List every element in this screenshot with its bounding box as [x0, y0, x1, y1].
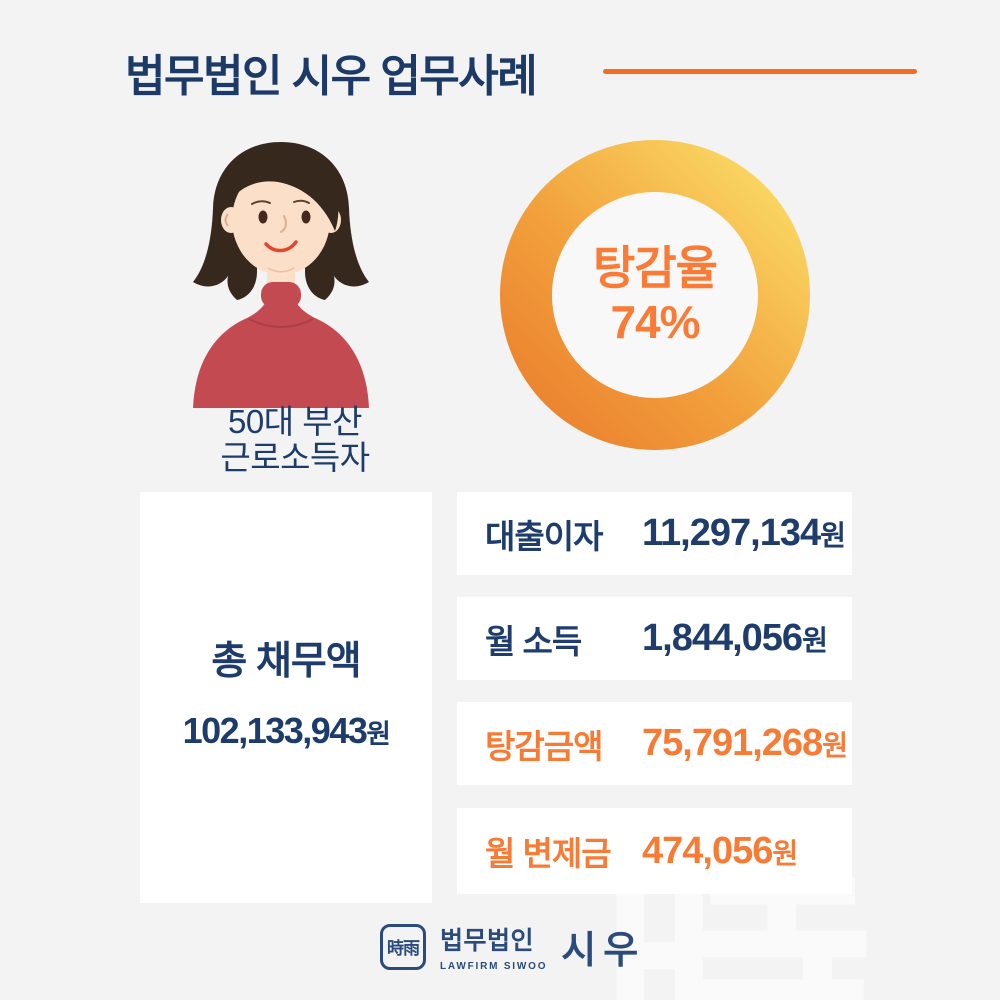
won-suffix: 원	[802, 625, 828, 656]
woman-avatar-illustration	[193, 142, 369, 408]
seal-logo-icon: 時雨	[380, 923, 426, 970]
title-accent-line	[603, 69, 917, 74]
row-amount: 474,056	[642, 829, 773, 872]
row-amount: 75,791,268	[642, 722, 823, 764]
total-debt-amount: 102,133,943	[182, 709, 368, 751]
data-row-monthly-repayment: 월 변제금 474,056원	[457, 808, 852, 894]
row-amount: 1,844,056	[642, 617, 803, 659]
row-amount: 11,297,134	[642, 512, 821, 554]
row-value: 11,297,134원	[642, 512, 846, 555]
firm-logo: 時雨 법무법인 LAWFIRM SIWOO 시우	[380, 919, 645, 974]
won-suffix: 원	[822, 730, 848, 761]
donut-center: 탕감율 74%	[552, 192, 758, 398]
row-value: 1,844,056원	[642, 617, 828, 660]
data-row-loan-interest: 대출이자 11,297,134원	[457, 492, 852, 575]
data-row-reduction-amount: 탕감금액 75,791,268원	[457, 702, 852, 785]
client-avatar	[183, 136, 411, 408]
row-value: 474,056원	[642, 829, 798, 873]
caption-line-1: 50대 부산	[228, 403, 362, 440]
row-label: 월 소득	[485, 622, 582, 660]
page-title: 법무법인 시우 업무사례	[125, 52, 538, 101]
row-label: 탕감금액	[485, 727, 603, 765]
row-label: 대출이자	[485, 517, 603, 555]
firm-text-block: 법무법인 LAWFIRM SIWOO	[440, 921, 547, 972]
total-debt-label: 총 채무액	[211, 639, 361, 683]
row-label: 월 변제금	[485, 835, 612, 872]
won-suffix: 원	[772, 837, 798, 869]
client-caption: 50대 부산 근로소득자	[145, 404, 445, 476]
row-value: 75,791,268원	[642, 722, 848, 765]
data-row-monthly-income: 월 소득 1,844,056원	[457, 597, 852, 680]
donut-center-label: 탕감율	[593, 242, 718, 294]
won-suffix: 원	[366, 718, 391, 749]
caption-line-2: 근로소득자	[220, 439, 370, 476]
seal-text: 時雨	[387, 939, 420, 958]
firm-name: 시우	[561, 930, 646, 972]
donut-center-value: 74%	[610, 296, 700, 348]
firm-name-en: LAWFIRM SIWOO	[440, 961, 548, 972]
firm-type-label: 법무법인	[440, 927, 535, 955]
won-suffix: 원	[820, 520, 846, 551]
total-debt-card: 총 채무액 102,133,943원	[140, 492, 432, 903]
reduction-rate-donut-chart: 탕감율 74%	[500, 140, 810, 450]
total-debt-value: 102,133,943원	[182, 709, 391, 752]
